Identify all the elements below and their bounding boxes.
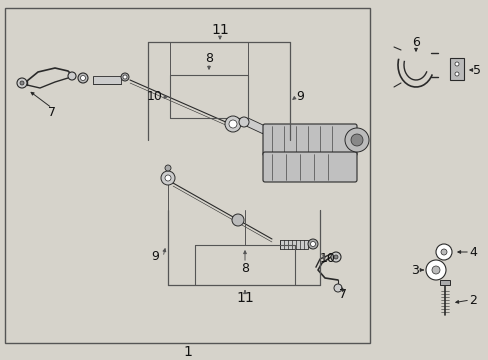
Text: 1: 1 xyxy=(183,345,192,359)
Circle shape xyxy=(228,120,237,128)
Circle shape xyxy=(333,255,337,259)
Text: 2: 2 xyxy=(468,293,476,306)
Circle shape xyxy=(123,75,127,79)
Circle shape xyxy=(350,134,362,146)
Circle shape xyxy=(17,78,27,88)
Bar xyxy=(439,280,449,285)
Circle shape xyxy=(333,284,341,292)
Text: 10: 10 xyxy=(147,90,163,104)
Text: 8: 8 xyxy=(241,261,248,274)
Text: 4: 4 xyxy=(468,246,476,258)
Text: 11: 11 xyxy=(236,291,253,305)
Bar xyxy=(5,8,369,343)
Circle shape xyxy=(425,260,445,280)
Circle shape xyxy=(68,72,76,80)
Text: 3: 3 xyxy=(410,264,418,276)
Circle shape xyxy=(440,249,446,255)
Circle shape xyxy=(164,165,171,171)
Text: 9: 9 xyxy=(151,251,159,264)
Bar xyxy=(244,118,265,134)
Circle shape xyxy=(224,116,241,132)
Bar xyxy=(93,76,121,84)
Bar xyxy=(280,240,307,249)
Circle shape xyxy=(121,73,129,81)
Text: 8: 8 xyxy=(204,51,213,64)
Circle shape xyxy=(20,81,24,85)
Text: 10: 10 xyxy=(320,252,335,265)
Text: 6: 6 xyxy=(411,36,419,49)
Circle shape xyxy=(454,72,458,76)
Circle shape xyxy=(231,214,244,226)
Text: 5: 5 xyxy=(472,63,480,77)
Text: 7: 7 xyxy=(48,107,56,120)
Circle shape xyxy=(161,171,175,185)
Circle shape xyxy=(454,62,458,66)
Bar xyxy=(449,58,463,80)
Circle shape xyxy=(239,117,248,127)
Circle shape xyxy=(81,76,85,81)
FancyBboxPatch shape xyxy=(263,124,356,156)
Circle shape xyxy=(345,128,368,152)
Text: 7: 7 xyxy=(338,288,346,302)
Text: 11: 11 xyxy=(211,23,228,37)
FancyBboxPatch shape xyxy=(263,152,356,182)
Text: 9: 9 xyxy=(295,90,304,104)
Circle shape xyxy=(164,175,171,181)
Circle shape xyxy=(307,239,317,249)
Circle shape xyxy=(435,244,451,260)
Circle shape xyxy=(78,73,88,83)
Circle shape xyxy=(310,242,315,247)
Circle shape xyxy=(431,266,439,274)
Circle shape xyxy=(330,252,340,262)
